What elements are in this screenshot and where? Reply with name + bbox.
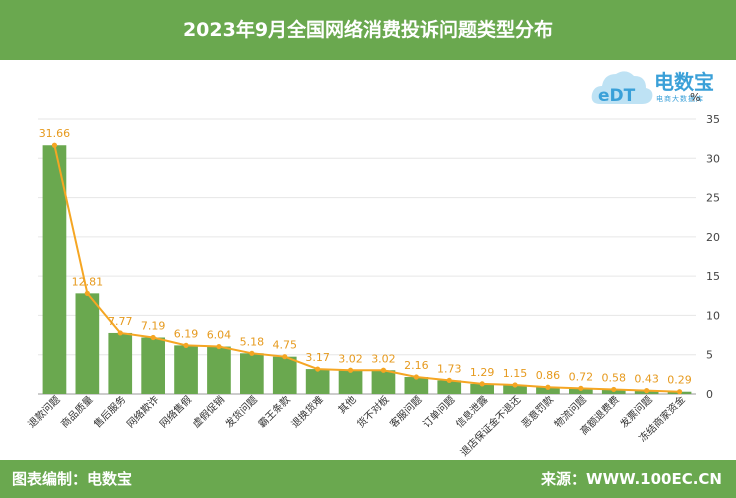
data-label: 5.18 — [240, 335, 265, 348]
data-label: 3.02 — [371, 352, 396, 365]
x-tick-label: 其他 — [335, 393, 358, 416]
y-tick-label: 15 — [706, 270, 720, 283]
logo-subtitle: 电商大数据库 — [656, 95, 704, 103]
y-tick-label: 0 — [706, 388, 713, 401]
x-tick-label: 网络售假 — [157, 393, 194, 430]
line-point — [413, 374, 419, 380]
x-tick-label: 退款问题 — [25, 393, 62, 430]
line-point — [611, 386, 617, 393]
y-tick-label: 5 — [706, 349, 713, 362]
line-point — [84, 290, 90, 296]
bar — [75, 293, 100, 394]
footer-credit: 图表编制：电数宝 — [12, 470, 133, 488]
bar — [338, 370, 363, 394]
bar — [305, 369, 330, 394]
data-label: 0.29 — [667, 374, 692, 387]
line-point — [216, 343, 222, 350]
line-point — [545, 384, 551, 390]
x-tick-label: 货不对板 — [354, 393, 391, 430]
bar — [42, 145, 67, 394]
footer-source: 来源：WWW.100EC.CN — [541, 470, 722, 488]
x-tick-label: 虚假促销 — [190, 393, 227, 430]
x-tick-label: 退换货难 — [288, 393, 325, 430]
x-tick-label: 霸王条款 — [255, 393, 292, 430]
data-label: 1.15 — [503, 367, 528, 380]
bar — [404, 377, 429, 394]
logo-badge: eDT — [598, 86, 636, 106]
chart-title: 2023年9月全国网络消费投诉问题类型分布 — [182, 19, 554, 41]
line-point — [676, 389, 683, 395]
x-tick-label: 网络欺诈 — [124, 393, 161, 430]
x-tick-label: 恶意罚款 — [519, 393, 556, 430]
line-point — [380, 367, 387, 373]
cloud-logo-icon: eDT — [591, 71, 653, 106]
data-label: 12.81 — [72, 275, 104, 288]
line-point — [578, 385, 584, 391]
chart-area: 0 5 10 15 20 25 30 35 31.66 12.81 7.77 7.19 6.19 6.04… — [0, 60, 736, 460]
data-label: 1.73 — [437, 362, 462, 375]
line-point — [117, 330, 123, 336]
data-label: 0.58 — [602, 371, 627, 384]
bar — [536, 387, 560, 394]
bar — [470, 383, 494, 394]
y-tick-label: 10 — [706, 309, 720, 322]
line-point — [249, 350, 255, 356]
data-label: 7.77 — [108, 315, 133, 328]
line-point — [183, 342, 189, 348]
x-tick-label: 订单问题 — [420, 393, 457, 430]
line-point — [150, 334, 156, 341]
line-point — [347, 367, 354, 373]
bar — [141, 337, 165, 394]
bar — [272, 356, 297, 394]
line-point — [315, 366, 321, 372]
brand-logo: eDT 电数宝 电商大数据库 — [590, 64, 726, 110]
bar — [174, 345, 198, 394]
y-axis-unit: % — [690, 91, 701, 104]
line-point — [644, 388, 650, 394]
data-label: 31.66 — [39, 127, 71, 140]
x-tick-label: 售后服务 — [91, 393, 128, 430]
y-tick-label: 20 — [706, 231, 720, 244]
bar — [207, 346, 231, 394]
line-point — [446, 377, 452, 384]
footer-bar: 图表编制：电数宝 来源：WWW.100EC.CN — [0, 460, 736, 498]
y-tick-label: 35 — [706, 113, 720, 126]
data-label: 3.02 — [338, 352, 363, 365]
data-label: 6.04 — [207, 329, 232, 342]
data-label: 7.19 — [141, 320, 166, 333]
x-tick-label: 客服问题 — [387, 393, 424, 430]
data-label: 2.16 — [404, 359, 429, 372]
bar — [437, 380, 462, 394]
y-tick-label: 25 — [706, 192, 720, 205]
x-tick-label: 商品质量 — [58, 393, 95, 430]
title-bar: 2023年9月全国网络消费投诉问题类型分布 — [0, 0, 736, 60]
bar — [503, 384, 527, 394]
data-label: 1.29 — [470, 366, 495, 379]
line-point — [479, 381, 485, 387]
line-point — [512, 382, 518, 388]
line-point — [51, 142, 58, 148]
bar-line-chart: 0 5 10 15 20 25 30 35 31.66 12.81 7.77 7.19 6.19 6.04… — [25, 113, 720, 459]
data-label: 6.19 — [174, 327, 199, 340]
data-label: 0.86 — [536, 369, 561, 382]
line-point — [282, 354, 288, 360]
y-tick-label: 30 — [706, 152, 720, 165]
trend-line — [53, 145, 680, 393]
logo-name: 电数宝 — [654, 70, 714, 94]
bar — [569, 388, 593, 394]
x-tick-label: 退店保证金不退还 — [457, 393, 523, 459]
data-label: 0.72 — [569, 370, 594, 383]
bar — [371, 370, 396, 394]
bar — [108, 332, 133, 394]
data-label: 3.17 — [305, 351, 330, 364]
data-label: 4.75 — [273, 339, 298, 352]
data-label: 0.43 — [634, 373, 659, 386]
x-tick-label: 发货问题 — [222, 393, 259, 430]
bar — [240, 353, 264, 394]
